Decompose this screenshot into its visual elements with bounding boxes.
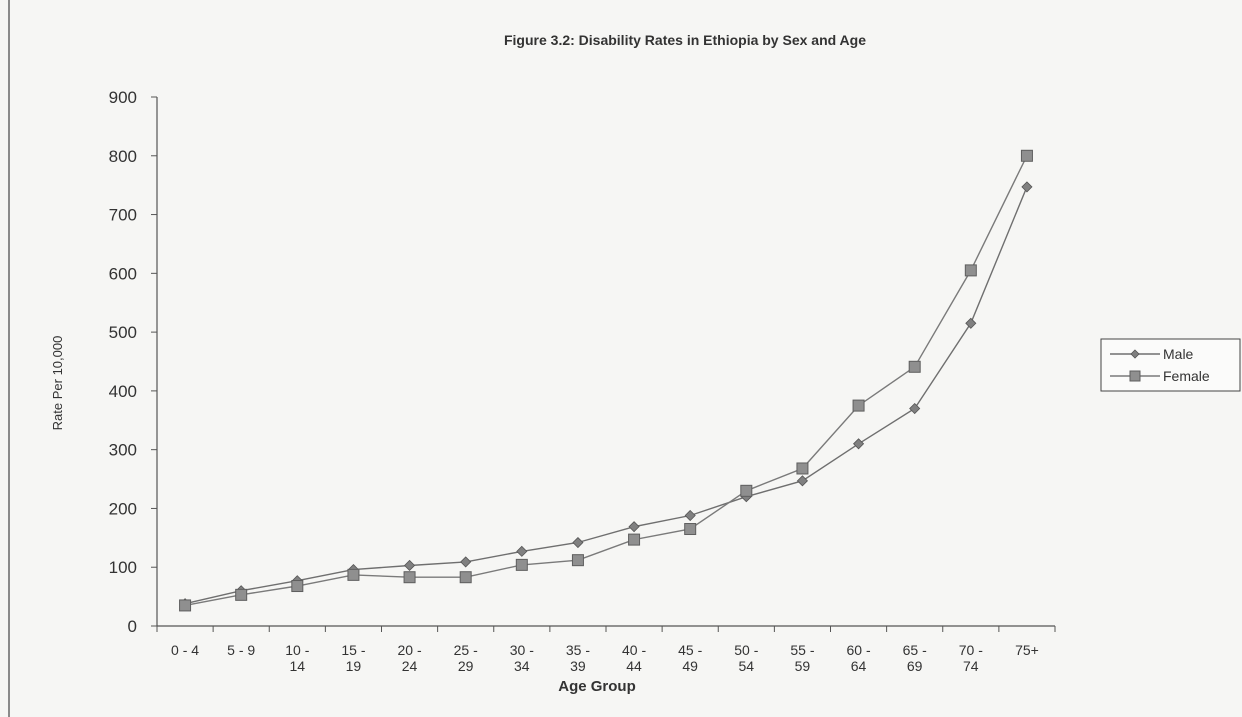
- x-tick-label: 5 - 9: [227, 642, 255, 658]
- data-point-female: [796, 462, 809, 475]
- x-tick-label: 0 - 4: [171, 642, 199, 658]
- x-tick-label: 70 -74: [959, 642, 983, 674]
- x-tick-label: 10 -14: [285, 642, 309, 674]
- data-point-male: [403, 559, 416, 572]
- x-tick-label: 35 -39: [566, 642, 590, 674]
- y-axis-label: Rate Per 10,000: [50, 336, 65, 431]
- data-point-male: [628, 521, 640, 533]
- y-tick-label: 700: [109, 206, 137, 225]
- data-point-female: [740, 484, 753, 497]
- data-point-female: [684, 523, 697, 536]
- x-tick-label: 45 -49: [678, 642, 702, 674]
- y-tick-label: 800: [109, 147, 137, 166]
- y-tick-label: 300: [109, 441, 137, 460]
- legend-marker-female: [1129, 370, 1141, 382]
- data-point-female: [571, 554, 584, 567]
- x-tick-label: 25 -29: [454, 642, 478, 674]
- x-tick-label: 30 -34: [510, 642, 534, 674]
- data-point-female: [291, 580, 304, 593]
- series-male: [179, 181, 1033, 610]
- data-point-male: [796, 475, 809, 487]
- y-tick-label: 500: [109, 323, 137, 342]
- x-tick-label: 55 -59: [790, 642, 814, 674]
- y-tick-label: 200: [109, 499, 137, 518]
- data-point-female: [1020, 149, 1033, 162]
- data-point-female: [235, 588, 248, 601]
- data-point-male: [516, 545, 528, 557]
- data-point-female: [403, 571, 416, 584]
- data-point-female: [459, 571, 472, 584]
- x-tick-label: 15 -19: [341, 642, 365, 674]
- legend-box: [1100, 338, 1241, 392]
- x-axis-ticks: 0 - 4 5 - 9 10 -14 15 -19 20 -24 25 -29 30 -34…: [156, 626, 1056, 674]
- x-tick-label: 40 -44: [622, 642, 646, 674]
- data-point-male: [852, 438, 865, 450]
- legend-marker-male: [1130, 349, 1140, 359]
- data-point-female: [628, 533, 641, 546]
- data-point-female: [347, 568, 360, 581]
- legend-label-male: Male: [1163, 346, 1194, 362]
- data-point-female: [852, 399, 865, 412]
- series-line-male: [184, 186, 1028, 605]
- x-tick-label: 20 -24: [398, 642, 422, 674]
- x-axis-label: Age Group: [558, 678, 636, 695]
- data-point-male: [965, 317, 977, 329]
- y-tick-label: 0: [128, 617, 137, 636]
- data-point-female: [908, 360, 921, 373]
- x-tick-label: 50 -54: [734, 642, 758, 674]
- data-point-male: [684, 509, 696, 522]
- chart-title: Figure 3.2: Disability Rates in Ethiopia…: [504, 32, 866, 48]
- data-point-female: [515, 558, 528, 571]
- data-point-female: [964, 264, 977, 277]
- y-tick-label: 400: [109, 382, 137, 401]
- y-axis-ticks: 0 100 200 300 400 500 600 700 800 900: [109, 88, 157, 636]
- data-point-male: [572, 536, 584, 549]
- x-tick-label: 75+: [1015, 642, 1039, 658]
- legend-label-female: Female: [1163, 368, 1210, 384]
- x-tick-label: 60 -64: [847, 642, 871, 674]
- legend: Male Female: [1100, 338, 1241, 392]
- page-edge-line: [8, 0, 10, 717]
- x-tick-label: 65 -69: [903, 642, 927, 674]
- data-point-male: [1021, 181, 1033, 193]
- y-tick-label: 100: [109, 558, 137, 577]
- series-female: [179, 149, 1033, 612]
- data-point-female: [179, 599, 192, 612]
- y-tick-label: 600: [109, 264, 137, 283]
- series-layer: [179, 149, 1033, 612]
- series-line-female: [184, 155, 1028, 607]
- data-point-male: [909, 402, 921, 415]
- y-tick-label: 900: [109, 88, 137, 107]
- data-point-male: [460, 556, 472, 568]
